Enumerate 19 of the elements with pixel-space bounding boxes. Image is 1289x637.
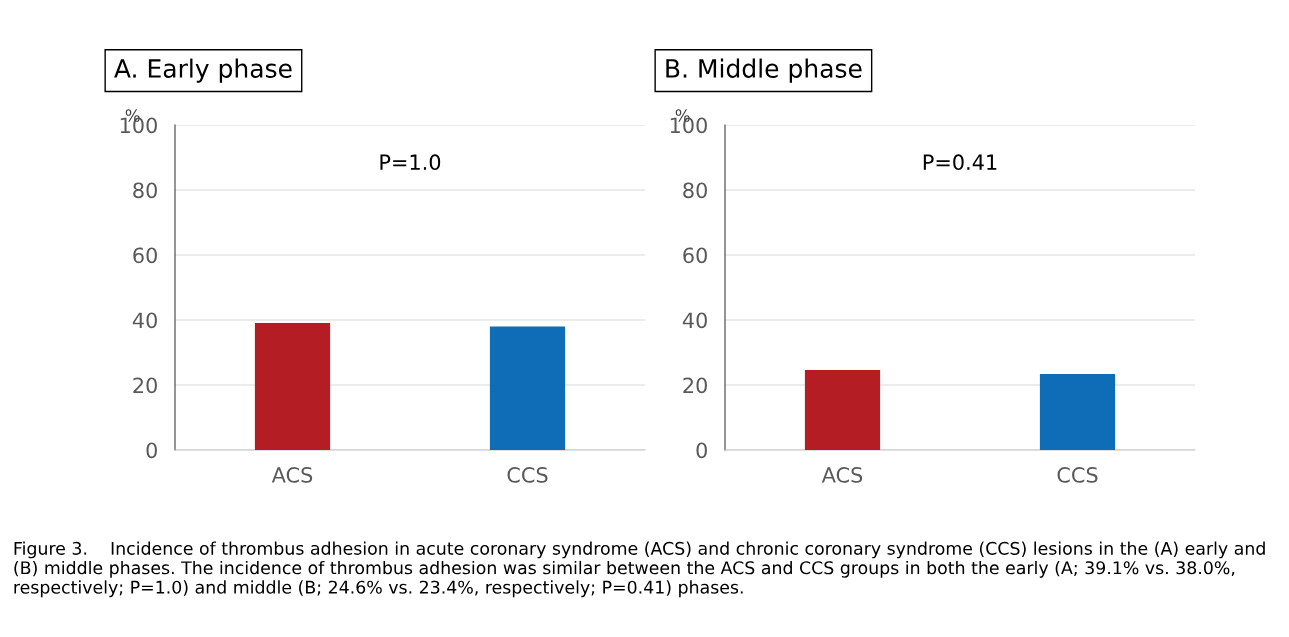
y-tick-label: 60 bbox=[683, 247, 707, 264]
x-tick-label: ACS bbox=[271, 467, 313, 483]
chart-title: B. Middle phase bbox=[666, 58, 862, 83]
y-tick-label: 60 bbox=[133, 247, 157, 264]
y-tick-label: 20 bbox=[683, 377, 707, 394]
x-tick-label: ACS bbox=[821, 467, 863, 483]
annotation: P=1.0 bbox=[380, 154, 441, 171]
y-tick-label: 20 bbox=[133, 377, 157, 394]
annotation: P=0.41 bbox=[923, 154, 997, 171]
y-tick-label: 80 bbox=[683, 182, 707, 199]
y-tick-label: 0 bbox=[146, 442, 157, 459]
caption: Figure 3. Incidence of thrombus adhesion in acute coronary syndrome (ACS) and chronic coronary syndrome (CCS) lesions in the (A) early and (B) middle phases. The incidence of thrombus adhesion was similar between the ACS and CCS groups in both the early (A; 39.1% vs. 38.0%, respectively; P=1.0) and middle (B; 24.6% vs. 23.4%, respectively; P=0.41) phases. bbox=[14, 541, 1265, 598]
chart-title: A. Early phase bbox=[114, 58, 292, 83]
x-tick-label: CCS bbox=[1057, 467, 1098, 483]
y-tick-label: 40 bbox=[132, 312, 157, 329]
y-tick-label: 40 bbox=[682, 312, 707, 329]
x-tick-label: CCS bbox=[507, 467, 548, 483]
y-tick-label: 80 bbox=[133, 182, 157, 199]
y-tick-label: 0 bbox=[696, 442, 707, 459]
